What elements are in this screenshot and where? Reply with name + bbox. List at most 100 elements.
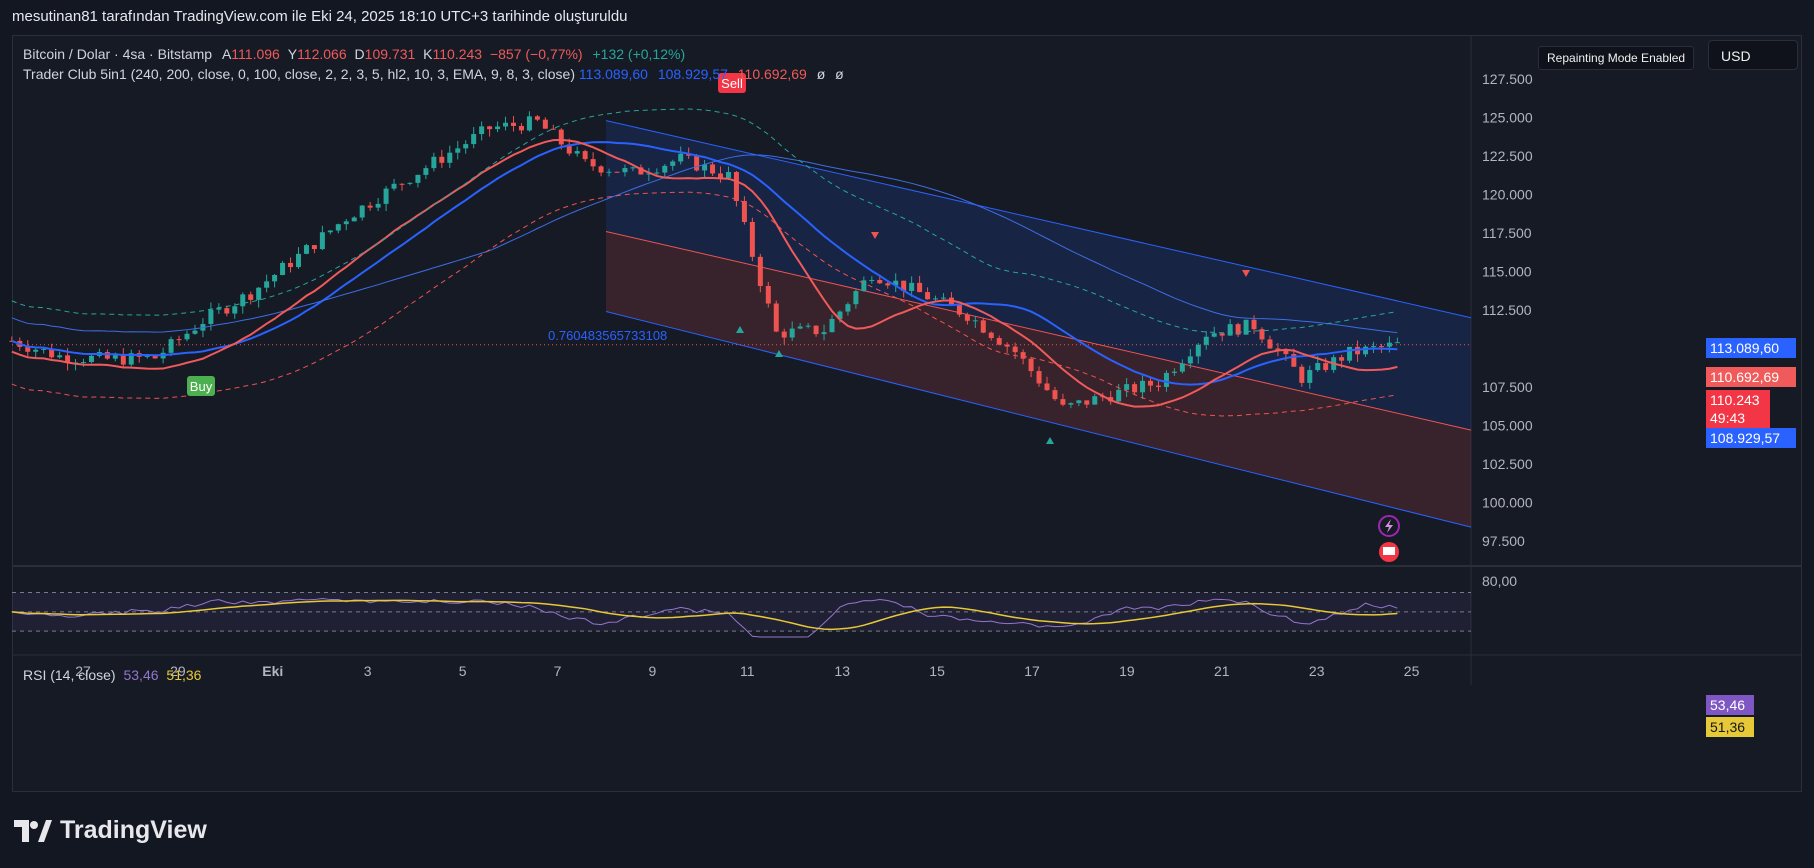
candle-body bbox=[1211, 333, 1217, 337]
time-tick-label: 15 bbox=[929, 663, 945, 679]
candle-body bbox=[757, 256, 763, 286]
candle-body bbox=[964, 314, 970, 321]
candle-body bbox=[1299, 366, 1305, 383]
candle-body bbox=[1060, 399, 1066, 405]
candle-body bbox=[351, 217, 357, 222]
tradingview-logo-icon bbox=[14, 819, 52, 842]
price-tick-label: 117.500 bbox=[1482, 225, 1532, 241]
candle-body bbox=[1291, 354, 1297, 367]
candle-body bbox=[1020, 352, 1026, 359]
candle-body bbox=[534, 116, 540, 120]
candle-body bbox=[1187, 356, 1193, 364]
candle-body bbox=[295, 253, 301, 268]
candle-body bbox=[686, 153, 692, 156]
indicator-value-1: 113.089,60 bbox=[578, 66, 648, 82]
candle-body bbox=[550, 128, 556, 130]
time-tick-label: 13 bbox=[834, 663, 850, 679]
candle-body bbox=[407, 182, 413, 184]
candle-body bbox=[1363, 346, 1369, 355]
candle-body bbox=[877, 279, 883, 284]
fib-level-label: 0.760483565733108 bbox=[548, 328, 667, 343]
candle-body bbox=[1243, 319, 1249, 335]
candle-body bbox=[264, 281, 270, 288]
us-flag-icon-field bbox=[1383, 547, 1395, 555]
channel-mid-line bbox=[605, 230, 1472, 431]
candle-body bbox=[1307, 370, 1313, 383]
candle-body bbox=[933, 298, 939, 300]
candle-body bbox=[1394, 342, 1400, 344]
lightning-icon-glyph bbox=[1385, 519, 1393, 533]
symbol-legend[interactable]: Bitcoin / Dolar · 4sa · Bitstamp A111.09… bbox=[23, 46, 685, 62]
candle-body bbox=[88, 355, 94, 363]
candle-body bbox=[208, 309, 214, 324]
candle-body bbox=[1219, 333, 1225, 336]
candle-body bbox=[773, 303, 779, 332]
slow-average-line bbox=[11, 154, 1398, 334]
candle-body bbox=[1140, 380, 1146, 393]
candle-body bbox=[590, 159, 596, 167]
candle-body bbox=[391, 183, 397, 189]
candle-body bbox=[781, 331, 787, 338]
candle-body bbox=[1370, 346, 1376, 348]
time-tick-label: 11 bbox=[740, 663, 755, 679]
candle-body bbox=[1036, 371, 1042, 384]
brand-name: TradingView bbox=[60, 816, 207, 844]
candle-body bbox=[65, 355, 71, 363]
candle-body bbox=[940, 297, 946, 299]
candle-body bbox=[1116, 389, 1122, 402]
candle-body bbox=[431, 156, 437, 169]
candle-body bbox=[614, 171, 620, 173]
sell-signal-box bbox=[718, 73, 746, 93]
candle-body bbox=[57, 355, 63, 358]
rsi-label: RSI (14, close) bbox=[23, 667, 116, 683]
candle-body bbox=[367, 205, 373, 208]
countdown-tag: 49:43 bbox=[1706, 408, 1770, 428]
indicator-value-5: ø bbox=[835, 66, 844, 82]
price-tick-label: 102.500 bbox=[1482, 456, 1533, 472]
candle-body bbox=[1195, 344, 1201, 357]
candle-body bbox=[582, 151, 588, 160]
candle-body bbox=[168, 339, 174, 353]
change-value: −857 (−0,77%) bbox=[489, 46, 583, 62]
candle-body bbox=[1044, 383, 1050, 391]
candle-body bbox=[1028, 358, 1034, 372]
candle-body bbox=[630, 167, 636, 169]
indicator-legend[interactable]: Trader Club 5in1 (240, 200, close, 0, 10… bbox=[23, 66, 844, 82]
high-label: Y bbox=[287, 46, 298, 62]
candle-body bbox=[1347, 346, 1353, 361]
currency-selector[interactable]: USD bbox=[1708, 40, 1798, 70]
candle-body bbox=[917, 282, 923, 293]
rsi-ma-line bbox=[11, 599, 1398, 631]
candle-body bbox=[415, 174, 421, 183]
candle-body bbox=[1203, 336, 1209, 345]
rsi-legend[interactable]: RSI (14, close) 53,46 51,36 bbox=[23, 667, 201, 683]
candle-body bbox=[152, 355, 158, 359]
candle-body bbox=[869, 279, 875, 281]
up-arrow-marker bbox=[775, 350, 783, 357]
candle-body bbox=[463, 144, 469, 149]
rsi-ma-value: 51,36 bbox=[166, 667, 202, 683]
price-tick-label: 125.000 bbox=[1482, 110, 1533, 126]
high-value: 112.066 bbox=[297, 46, 347, 62]
price-tick-label: 112.500 bbox=[1482, 302, 1532, 318]
trailing-stop-line bbox=[11, 138, 1398, 408]
close-label: K bbox=[423, 46, 433, 62]
candle-body bbox=[526, 116, 532, 131]
candle-body bbox=[1179, 363, 1185, 372]
candle-body bbox=[980, 320, 986, 333]
candle-body bbox=[741, 201, 747, 222]
chart-frame[interactable] bbox=[12, 35, 1802, 792]
candle-body bbox=[455, 148, 461, 153]
candle-body bbox=[1163, 372, 1169, 387]
candle-body bbox=[184, 333, 190, 340]
candle-body bbox=[248, 294, 254, 300]
time-tick-label: 25 bbox=[1404, 663, 1420, 679]
candle-body bbox=[694, 155, 700, 171]
candle-body bbox=[1155, 385, 1161, 387]
candle-body bbox=[622, 168, 628, 173]
tradingview-brand: TradingView bbox=[14, 816, 207, 845]
rsi-ma-value-tag: 51,36 bbox=[1706, 717, 1754, 737]
candle-body bbox=[1251, 319, 1257, 330]
candle-body bbox=[1171, 371, 1177, 373]
